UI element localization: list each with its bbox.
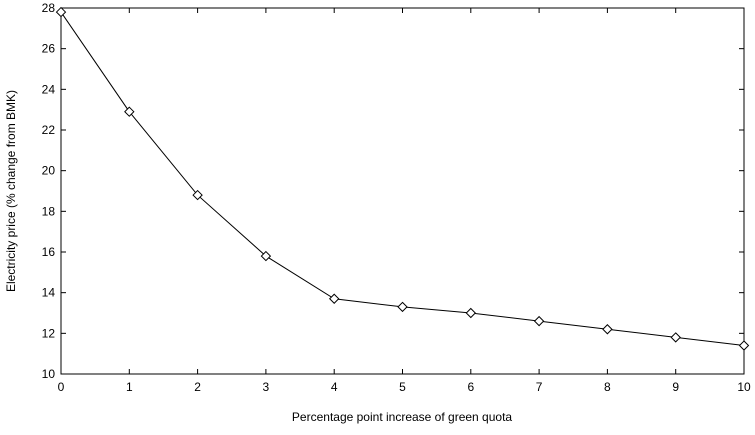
x-tick-label: 7 — [536, 380, 543, 394]
y-tick-label: 12 — [42, 326, 56, 340]
x-tick-label: 8 — [604, 380, 611, 394]
data-point — [602, 324, 613, 335]
x-tick-label: 10 — [737, 380, 751, 394]
x-tick-label: 6 — [467, 380, 474, 394]
data-point — [55, 6, 67, 18]
y-tick-label: 26 — [42, 42, 56, 56]
plot-area — [60, 7, 745, 375]
data-point — [533, 315, 545, 327]
series-line — [60, 11, 745, 347]
y-tick-label: 18 — [42, 204, 56, 218]
data-point — [192, 189, 203, 201]
x-axis-label: Percentage point increase of green quota — [292, 410, 512, 424]
y-axis-label: Electricity price (% change from BMK) — [4, 90, 18, 292]
x-tick-label: 4 — [331, 380, 338, 394]
y-tick-label: 28 — [42, 1, 56, 15]
y-tick-label: 22 — [42, 123, 56, 137]
data-point — [124, 106, 135, 117]
data-point — [328, 293, 340, 304]
data-point — [738, 340, 750, 351]
x-tick-label: 1 — [126, 380, 133, 394]
x-tick-label: 3 — [263, 380, 270, 394]
data-point — [465, 307, 477, 319]
y-tick-label: 20 — [42, 164, 56, 178]
x-tick-label: 2 — [194, 380, 201, 394]
data-point — [397, 301, 408, 313]
y-tick-label: 24 — [42, 82, 56, 96]
y-tick-label: 16 — [42, 245, 56, 259]
data-point — [670, 332, 681, 343]
series-group — [55, 6, 750, 351]
data-point — [260, 250, 272, 262]
x-tick-label: 0 — [58, 380, 65, 394]
x-tick-label: 9 — [672, 380, 679, 394]
y-tick-label: 14 — [42, 286, 56, 300]
y-tick-label: 10 — [42, 367, 56, 381]
x-tick-label: 5 — [399, 380, 406, 394]
